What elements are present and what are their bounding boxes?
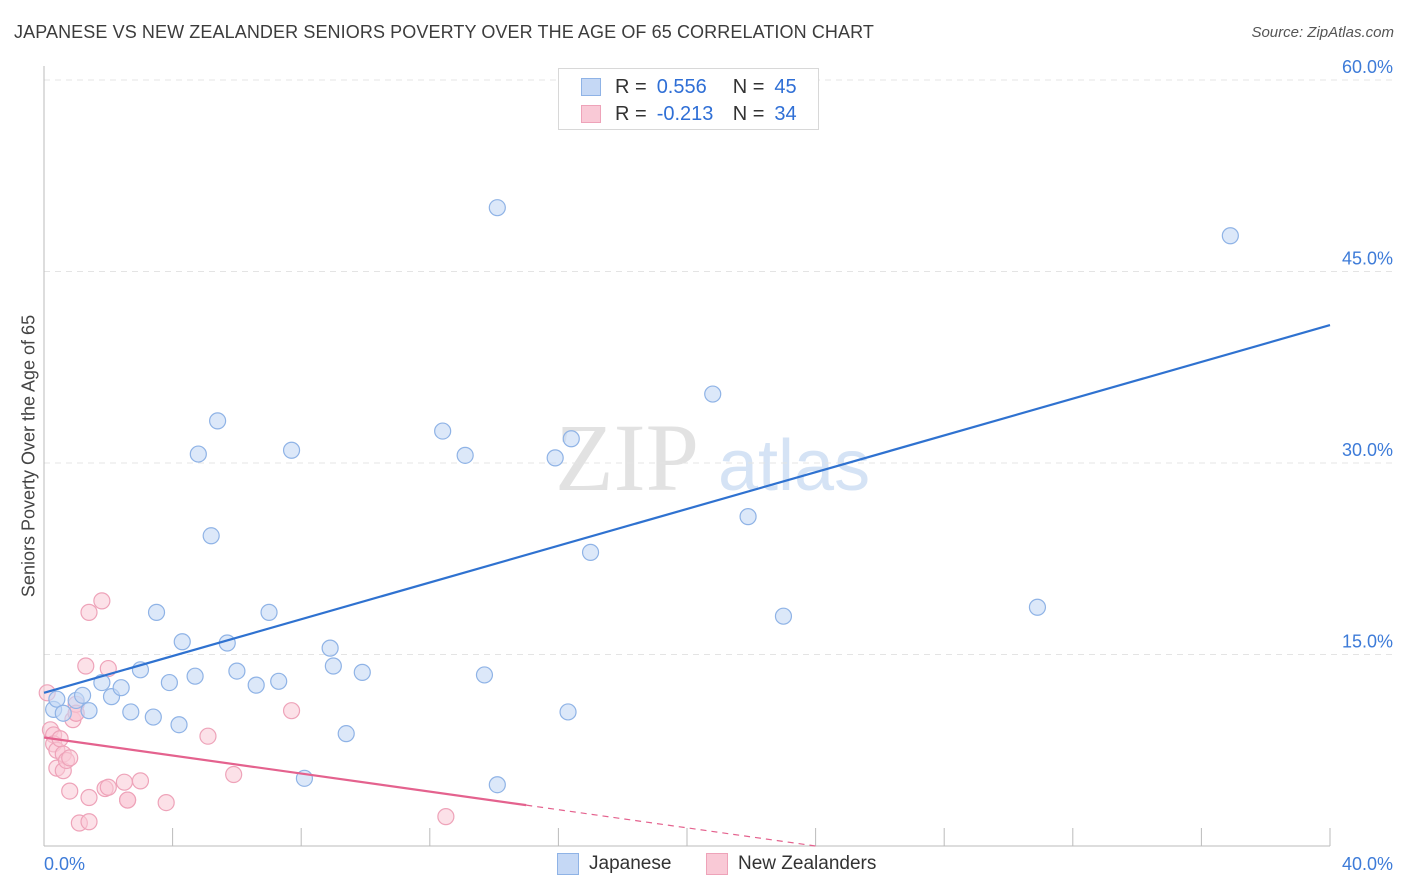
- nz-point: [115, 773, 133, 791]
- tick-labels: 15.0% 30.0% 45.0% 60.0% 0.0% 40.0%: [44, 57, 1393, 874]
- legend-n-label: N =: [732, 75, 765, 98]
- y-tick-label: 45.0%: [1342, 249, 1393, 269]
- japanese-point: [456, 446, 474, 464]
- japanese-point: [73, 686, 92, 704]
- japanese-point: [247, 676, 265, 694]
- chart-title: JAPANESE VS NEW ZEALANDER SENIORS POVERT…: [14, 22, 875, 42]
- source-label: Source: ZipAtlas.com: [1251, 24, 1394, 41]
- japanese-point: [562, 430, 580, 448]
- new-zealanders-points: [38, 592, 455, 832]
- japanese-point: [209, 412, 227, 430]
- japanese-point: [270, 672, 288, 690]
- japanese-point: [173, 633, 191, 651]
- japanese-point: [48, 690, 66, 708]
- japanese-point: [739, 508, 757, 526]
- y-tick-label: 15.0%: [1342, 632, 1393, 652]
- japanese-points: [45, 199, 1239, 794]
- japanese-point: [546, 449, 564, 467]
- legend-n-label: N =: [732, 102, 765, 125]
- japanese-point: [147, 603, 166, 621]
- nz-point: [80, 603, 98, 621]
- nz-point: [131, 772, 150, 790]
- japanese-legend-swatch: [557, 853, 579, 875]
- japanese-point: [475, 666, 494, 684]
- japanese-point: [260, 603, 278, 621]
- japanese-point: [282, 441, 301, 459]
- japanese-point: [1221, 227, 1239, 245]
- y-tick-label: 30.0%: [1342, 440, 1393, 460]
- nz-point: [225, 765, 243, 784]
- x-tick-label: 40.0%: [1342, 854, 1393, 874]
- legend-row-japanese: R = 0.556 N = 45: [581, 76, 797, 98]
- nz-point: [282, 702, 301, 720]
- legend-r-value-japanese: 0.556: [656, 75, 707, 98]
- legend-r-label: R =: [615, 102, 647, 125]
- japanese-point: [80, 702, 98, 720]
- nz-legend-label: New Zealanders: [738, 853, 877, 874]
- nz-point: [199, 727, 217, 745]
- japanese-point: [186, 667, 204, 685]
- japanese-point: [112, 679, 130, 697]
- japanese-point: [54, 704, 72, 722]
- nz-trend-extension: [526, 804, 816, 847]
- y-tick-label: 60.0%: [1342, 57, 1393, 77]
- nz-point: [93, 592, 111, 610]
- japanese-trend-line: [43, 324, 1331, 694]
- japanese-point: [321, 639, 339, 657]
- japanese-point: [228, 662, 246, 680]
- japanese-point: [1028, 598, 1047, 616]
- legend-r-label: R =: [615, 75, 647, 98]
- nz-point: [157, 793, 175, 812]
- nz-legend-swatch: [706, 853, 728, 875]
- japanese-point: [160, 673, 178, 692]
- japanese-point: [488, 199, 506, 217]
- nz-point: [61, 749, 79, 767]
- japanese-point: [774, 607, 793, 625]
- nz-point: [80, 788, 98, 807]
- legend-n-value-japanese: 45: [774, 75, 797, 98]
- axes: [43, 66, 1331, 847]
- trend-lines: [43, 324, 1331, 847]
- nz-point: [118, 791, 137, 809]
- nz-swatch: [581, 105, 601, 123]
- legend-row-new-zealanders: R = -0.213 N = 34: [581, 103, 797, 125]
- japanese-point: [581, 543, 600, 561]
- legend-n-value-nz: 34: [774, 102, 797, 125]
- japanese-legend-label: Japanese: [589, 853, 672, 874]
- japanese-point: [324, 657, 342, 675]
- japanese-point: [202, 527, 220, 545]
- japanese-point: [488, 776, 506, 794]
- legend-r-value-nz: -0.213: [656, 102, 714, 125]
- japanese-point: [189, 445, 207, 463]
- japanese-point: [337, 725, 355, 743]
- correlation-legend: R = 0.556 N = 45 R = -0.213 N = 34: [558, 68, 819, 130]
- bottom-legend-japanese: Japanese: [557, 852, 671, 876]
- nz-point: [437, 808, 455, 826]
- grid: [44, 79, 1393, 655]
- japanese-point: [434, 422, 452, 440]
- japanese-point: [144, 708, 162, 726]
- japanese-point: [559, 703, 577, 721]
- nz-trend-line: [43, 736, 527, 807]
- japanese-point: [353, 663, 371, 681]
- x-tick-label: 0.0%: [44, 854, 85, 874]
- nz-point: [77, 657, 95, 675]
- japanese-point: [93, 673, 111, 692]
- watermark: ZIP atlas: [555, 404, 870, 511]
- bottom-legend-nz: New Zealanders: [706, 852, 876, 876]
- japanese-point: [704, 385, 722, 403]
- nz-point: [80, 813, 98, 831]
- nz-point: [99, 778, 117, 796]
- japanese-point: [122, 703, 140, 721]
- japanese-point: [170, 716, 188, 734]
- watermark-zip: ZIP: [555, 404, 699, 511]
- nz-point: [61, 782, 79, 800]
- japanese-swatch: [581, 78, 601, 96]
